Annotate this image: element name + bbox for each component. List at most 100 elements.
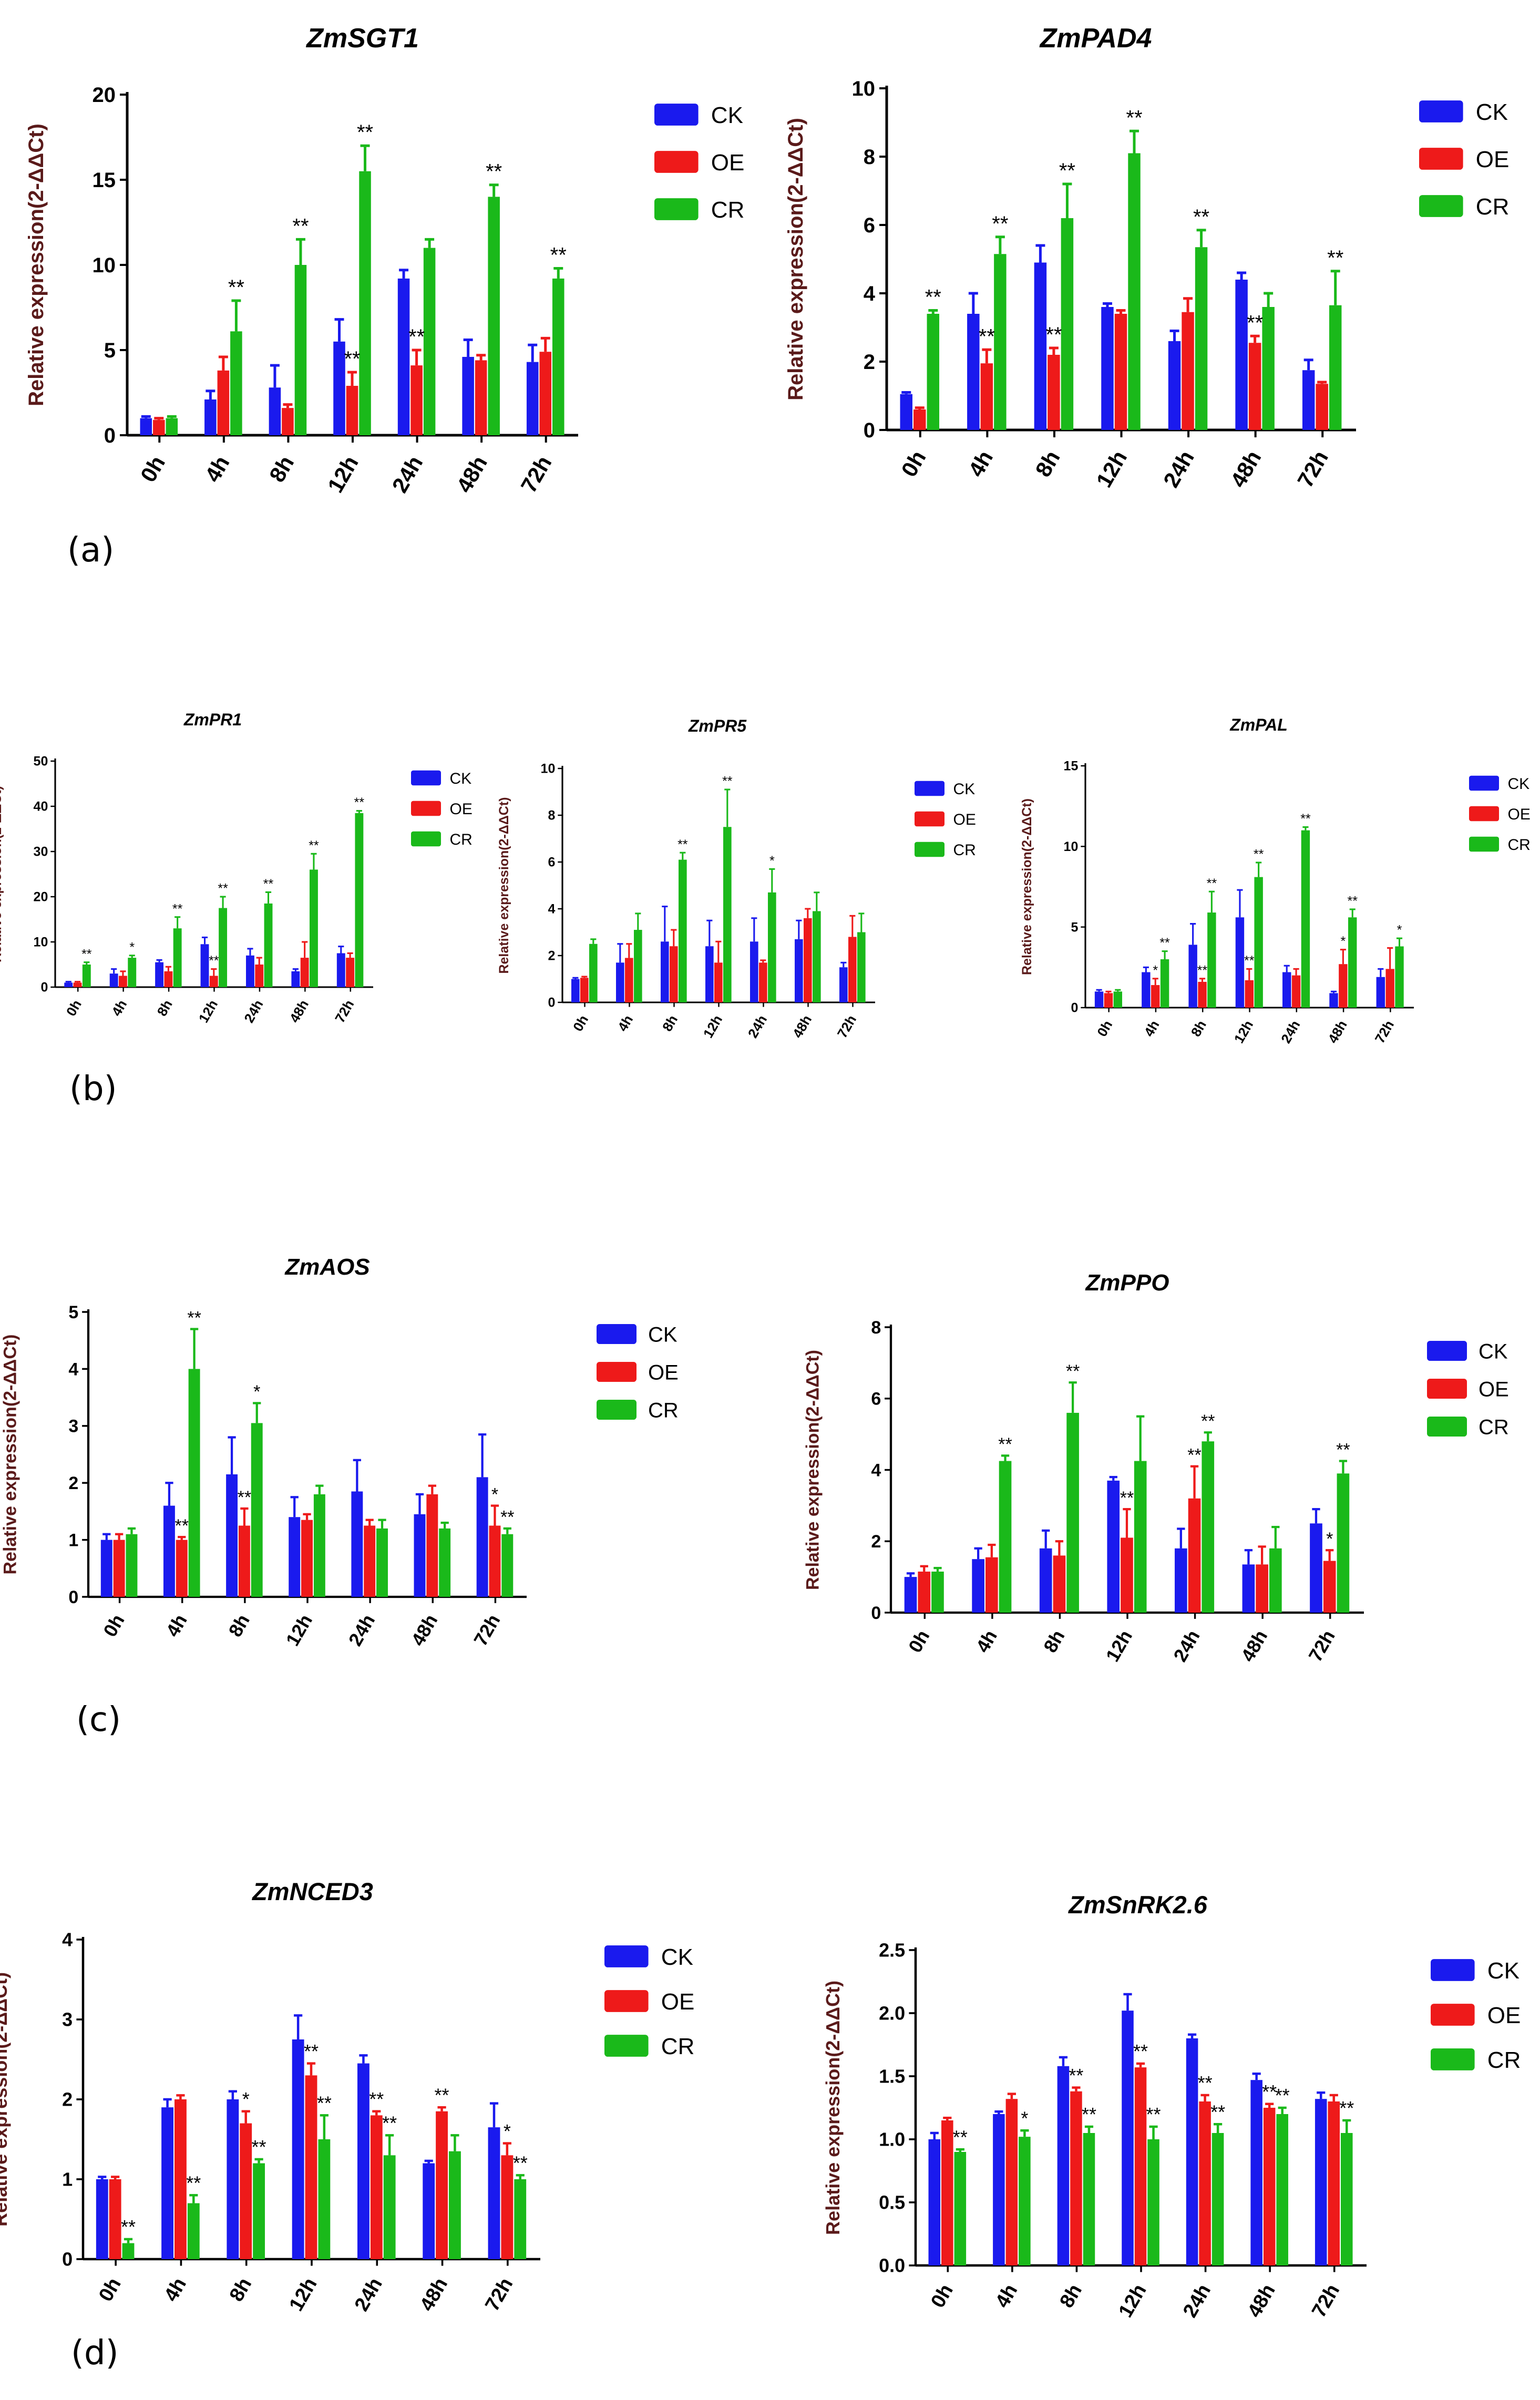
significance-mark: **: [228, 276, 244, 299]
bar-oe: [804, 918, 812, 1002]
x-tick-label: 48h: [1237, 1626, 1272, 1665]
panel-label-a: (a): [67, 531, 115, 570]
chart-title: ZmPR1: [183, 710, 242, 729]
bar-ck: [155, 962, 164, 987]
x-tick-label: 4h: [200, 452, 234, 486]
panel-label-c: (c): [76, 1700, 121, 1739]
significance-mark: **: [435, 2084, 449, 2106]
bar-oe: [1151, 985, 1160, 1008]
x-tick-label: 72h: [834, 1012, 859, 1041]
x-tick-label: 72h: [469, 1611, 505, 1649]
bar-oe: [1198, 981, 1207, 1008]
legend-swatch-cr: [1431, 2048, 1475, 2070]
significance-mark: **: [1120, 1488, 1134, 1508]
y-tick-label: 0: [40, 980, 48, 995]
significance-mark: **: [998, 1434, 1012, 1454]
y-tick-label: 0: [1071, 1001, 1078, 1016]
bar-oe: [240, 2123, 252, 2259]
bar-ck: [1186, 2038, 1198, 2265]
legend-swatch-cr: [1427, 1417, 1467, 1437]
legend-swatch-ck: [1419, 100, 1463, 122]
x-tick-label: 48h: [1244, 2281, 1280, 2322]
x-tick-label: 8h: [1039, 1626, 1069, 1656]
legend-swatch-ck: [1469, 775, 1499, 791]
chart-zmppo: ZmPPO Relative expression(2-ΔΔCt) 0 2 4 6 8 0h 4…: [803, 1270, 1509, 1665]
bar-ck: [1034, 262, 1047, 430]
significance-mark: **: [1159, 936, 1170, 950]
x-tick-label: 48h: [451, 452, 492, 497]
bar-cr: [166, 418, 178, 435]
bar-cr: [1329, 305, 1342, 430]
bar-oe: [176, 1540, 188, 1597]
bar-oe: [119, 976, 127, 987]
legend-swatch-ck: [654, 104, 699, 126]
bar-ck: [1302, 370, 1315, 430]
x-tick-label: 8h: [1055, 2281, 1086, 2312]
bar-oe: [913, 409, 926, 430]
significance-mark: **: [1146, 2104, 1161, 2125]
significance-mark: **: [317, 2093, 332, 2114]
significance-mark: **: [722, 774, 733, 789]
bar-oe: [1005, 2099, 1018, 2265]
bar-cr: [679, 859, 687, 1002]
bar-cr: [927, 314, 940, 430]
bar-cr: [376, 1528, 388, 1597]
x-tick-label: 24h: [351, 2274, 387, 2315]
x-tick-label: 8h: [264, 452, 299, 486]
bar-ck: [928, 2139, 941, 2265]
bar-ck: [705, 946, 714, 1002]
y-tick-label: 2: [548, 949, 555, 963]
bar-oe: [475, 360, 487, 435]
x-tick-label: 72h: [1292, 446, 1333, 491]
bar-ck: [904, 1577, 917, 1613]
y-tick-label: 4: [68, 1359, 78, 1379]
significance-mark: **: [1262, 2081, 1277, 2102]
y-tick-label: 10: [93, 254, 116, 277]
bar-ck: [269, 387, 281, 435]
significance-mark: **: [550, 243, 567, 266]
bar-ck: [64, 982, 73, 987]
y-tick-label: 40: [34, 799, 48, 814]
bar-ck: [100, 1540, 112, 1597]
significance-mark: **: [252, 2136, 266, 2158]
x-tick-label: 48h: [1325, 1018, 1350, 1046]
legend-swatch-cr: [1419, 195, 1463, 217]
bar-oe: [364, 1525, 376, 1597]
bar-ck: [839, 967, 848, 1002]
legend-swatch-ck: [1427, 1341, 1467, 1361]
bar-oe: [670, 946, 678, 1002]
bar-oe: [918, 1571, 931, 1613]
x-tick-label: 4h: [971, 1626, 1001, 1656]
chart-zmpr5: ZmPR5 Relative expression(2-ΔΔCt) 0 2 4 6 8 10 0…: [497, 716, 976, 1041]
significance-mark: **: [1210, 2101, 1225, 2122]
bar-ck: [200, 944, 209, 987]
x-tick-label: 24h: [241, 997, 266, 1025]
bar-cr: [253, 2163, 265, 2259]
bar-oe: [539, 352, 552, 435]
y-tick-label: 1.5: [879, 2066, 905, 2087]
bar-ck: [526, 362, 539, 435]
y-tick-label: 2: [68, 1473, 78, 1493]
bar-ck: [1310, 1523, 1322, 1613]
bar-ck: [1376, 977, 1385, 1008]
y-tick-label: 0.0: [879, 2255, 905, 2276]
chart-zmsnrk2-6: ZmSnRK2.6 Relative expression(2-ΔΔCt) 0.0 0…: [822, 1891, 1521, 2321]
bar-oe: [370, 2115, 383, 2259]
bar-ck: [204, 399, 217, 435]
bar-cr: [126, 1534, 138, 1597]
y-axis-label: Relative expression(2-ΔΔCt): [803, 1350, 823, 1590]
bar-cr: [552, 278, 564, 435]
bar-ck: [1188, 945, 1197, 1008]
x-tick-label: 4h: [108, 997, 130, 1019]
bar-cr: [1202, 1441, 1215, 1613]
bar-oe: [1134, 2067, 1147, 2265]
bar-ck: [357, 2063, 369, 2259]
significance-mark: **: [1275, 2085, 1290, 2106]
significance-mark: **: [1197, 963, 1208, 978]
significance-mark: **: [979, 325, 995, 348]
significance-mark: **: [354, 795, 365, 810]
bar-cr: [994, 254, 1007, 430]
bar-cr: [310, 869, 318, 987]
legend-label-cr: CR: [953, 842, 976, 859]
y-tick-label: 6: [864, 214, 875, 237]
